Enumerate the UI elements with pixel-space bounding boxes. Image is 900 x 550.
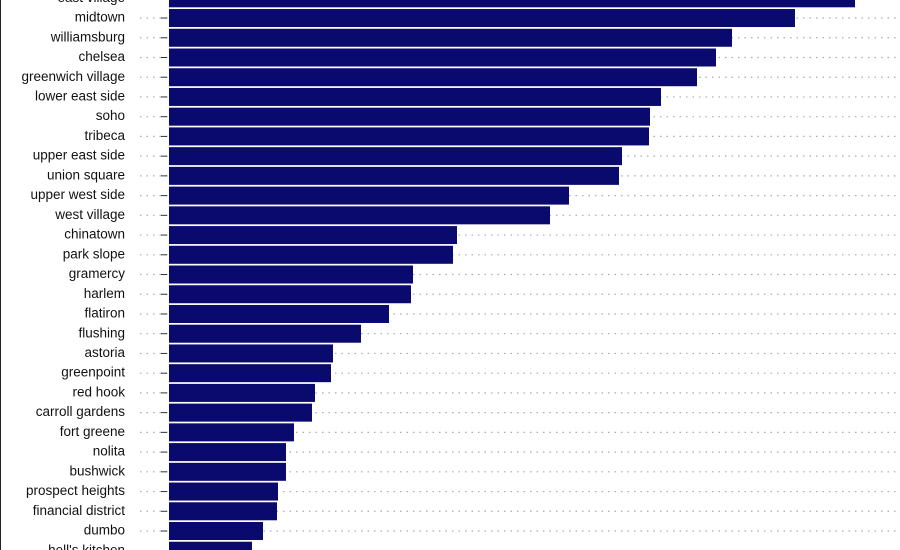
y-tick-label: flushing — [78, 325, 125, 340]
y-tick-label: park slope — [63, 246, 125, 261]
bar — [169, 265, 413, 284]
y-tick-label: greenpoint — [61, 365, 125, 380]
y-tick-label: gramercy — [69, 266, 126, 281]
bar — [169, 9, 795, 28]
bar — [169, 383, 315, 402]
y-tick-label: flatiron — [84, 306, 125, 321]
y-tick-label: fort greene — [60, 424, 125, 439]
bar — [169, 107, 650, 126]
bar — [169, 423, 294, 442]
y-tick-label: east village — [57, 0, 125, 5]
bar — [169, 245, 453, 264]
bar — [169, 443, 286, 462]
bar — [169, 462, 286, 481]
bar — [169, 87, 661, 106]
bar — [169, 482, 278, 501]
y-tick-label: hell's kitchen — [48, 542, 125, 550]
y-tick-label: nolita — [93, 444, 126, 459]
y-tick-label: union square — [47, 167, 125, 182]
y-tick-label: red hook — [72, 384, 125, 399]
y-tick-label: chinatown — [64, 227, 125, 242]
bar — [169, 324, 361, 343]
y-tick-label: greenwich village — [21, 69, 125, 84]
y-tick-label: bushwick — [69, 463, 125, 478]
bar — [169, 502, 277, 521]
bar — [169, 541, 252, 550]
bar — [169, 48, 716, 67]
bar — [169, 186, 569, 205]
bar — [169, 285, 411, 304]
y-tick-label: soho — [96, 108, 125, 123]
y-tick-label: prospect heights — [26, 483, 125, 498]
bar — [169, 206, 550, 225]
bar — [169, 344, 333, 363]
y-tick-label: dumbo — [84, 523, 125, 538]
y-tick-label: chelsea — [78, 49, 125, 64]
bar — [169, 147, 622, 166]
y-tick-label: west village — [54, 207, 125, 222]
bar — [169, 166, 619, 185]
y-tick-label: financial district — [33, 503, 126, 518]
y-tick-label: lower east side — [35, 89, 125, 104]
y-tick-label: upper west side — [30, 187, 125, 202]
y-tick-label: midtown — [75, 10, 125, 25]
bar — [169, 522, 263, 541]
bar — [169, 226, 457, 245]
bar — [169, 127, 649, 146]
y-tick-label: upper east side — [33, 148, 125, 163]
bar — [169, 28, 732, 47]
bar — [169, 68, 697, 87]
bar — [169, 364, 331, 383]
bar — [169, 0, 855, 8]
y-tick-label: astoria — [84, 345, 125, 360]
bar — [169, 403, 312, 422]
y-tick-label: harlem — [84, 286, 125, 301]
bar — [169, 304, 389, 323]
y-tick-label: carroll gardens — [36, 404, 126, 419]
y-tick-label: tribeca — [84, 128, 125, 143]
y-tick-label: williamsburg — [50, 29, 125, 44]
